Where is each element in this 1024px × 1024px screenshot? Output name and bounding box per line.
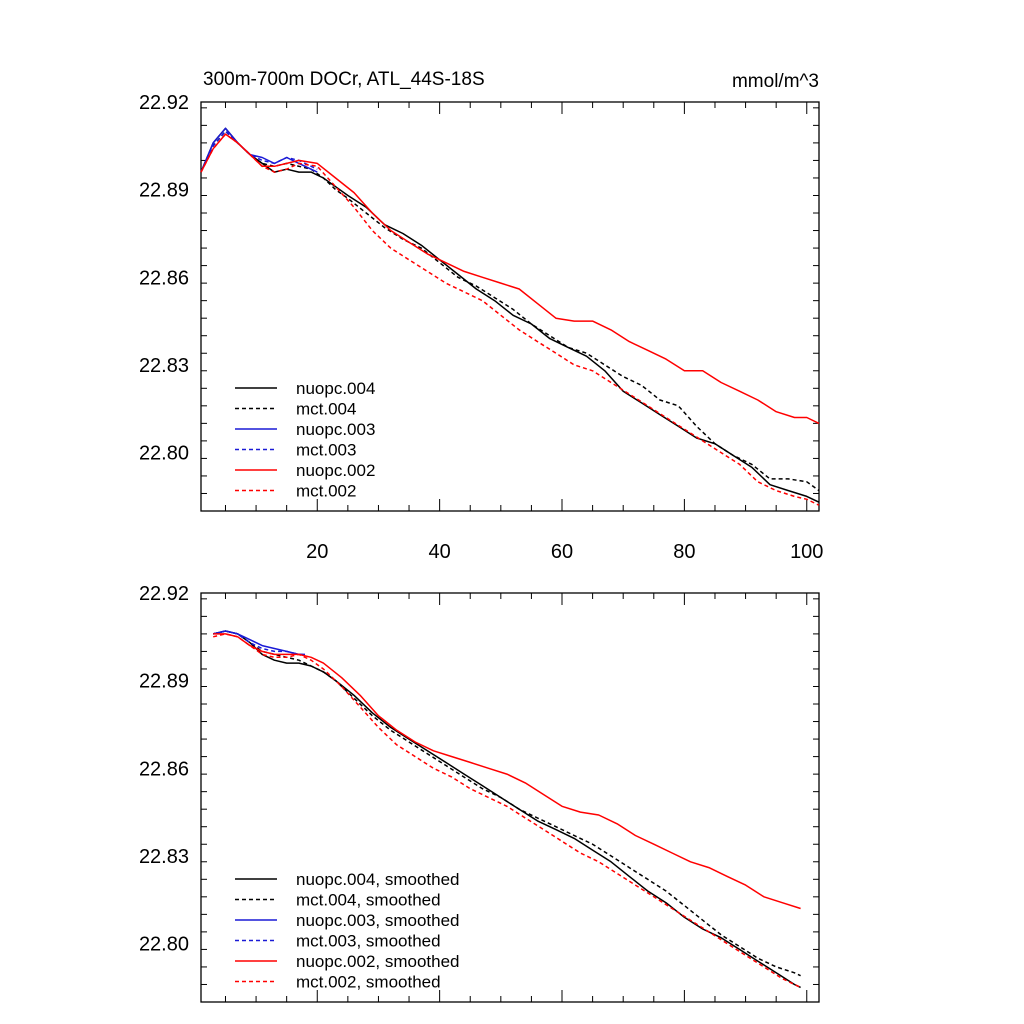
chart-title: 300m-700m DOCr, ATL_44S-18S [203,69,485,90]
series-line-mct-002 [200,133,820,506]
series-line-nuopc-002-smoothed [213,633,801,910]
y-tick-label: 22.89 [139,180,189,202]
legend-label: nuopc.004 [296,379,375,398]
y-tick-label: 22.86 [139,758,189,780]
legend-label: mct.004, smoothed [296,891,441,910]
plot-frame [200,101,820,512]
y-tick-label: 22.89 [139,671,189,693]
plot-frame [200,592,820,1003]
y-tick-label: 22.83 [139,355,189,377]
y-tick-label: 22.92 [139,92,189,114]
x-tick-label: 60 [551,541,573,563]
legend-label: mct.002 [296,482,356,501]
x-tick-label: 20 [306,541,328,563]
legend-label: nuopc.003, smoothed [296,911,460,930]
y-tick-label: 22.92 [139,583,189,605]
series-line-mct-004 [200,130,820,492]
x-tick-label: 40 [429,541,451,563]
legend-label: nuopc.002 [296,461,375,480]
legend-label: nuopc.004, smoothed [296,870,460,889]
series-line-nuopc-002 [200,133,820,425]
legend-label: mct.003 [296,441,356,460]
series-line-nuopc-003 [200,127,318,173]
x-tick-label: 100 [790,541,823,563]
x-tick-label: 80 [673,541,695,563]
legend-label: mct.004 [296,400,356,419]
series-line-nuopc-004 [200,127,820,503]
legend-label: mct.002, smoothed [296,973,441,992]
legend-label: mct.003, smoothed [296,932,441,951]
series-line-mct-003-smoothed [213,630,305,656]
legend-label: nuopc.003 [296,420,375,439]
y-tick-label: 22.83 [139,846,189,868]
chart-units: mmol/m^3 [732,71,819,92]
series-line-mct-002-smoothed [213,633,801,989]
y-tick-label: 22.80 [139,443,189,465]
legend-label: nuopc.002, smoothed [296,952,460,971]
bottom-panel: 22.92 22.89 22.86 22.83 22.80 nuopc.004, smoo… [139,583,820,1003]
y-tick-label: 22.80 [139,934,189,956]
top-panel: 22.92 22.89 22.86 22.83 22.80 20 40 60 80 100 nuop… [139,92,824,563]
y-tick-label: 22.86 [139,267,189,289]
series-line-nuopc-004-smoothed [213,630,801,989]
